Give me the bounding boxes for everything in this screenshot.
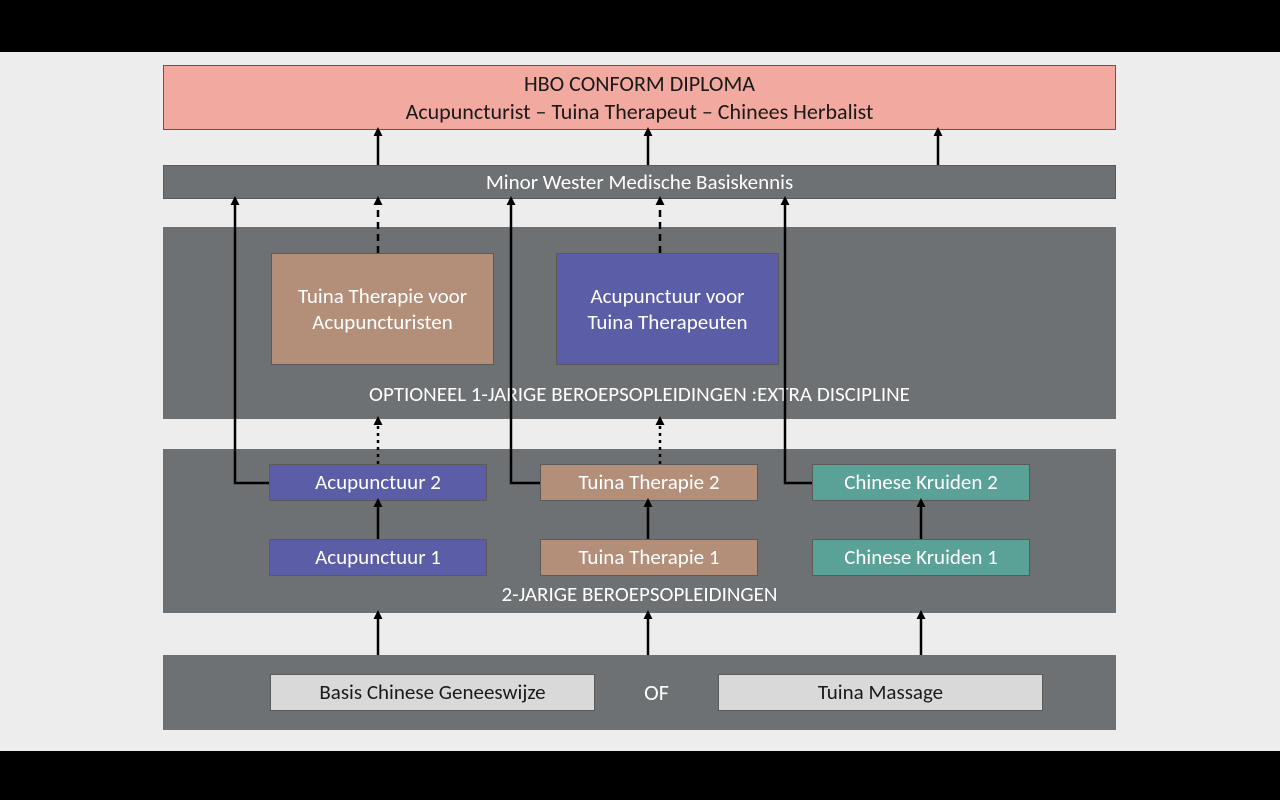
box-acupunctuur-for-tuina-label: Acupunctuur voor Tuina Therapeuten [571,283,764,336]
box-tuina-therapie-2: Tuina Therapie 2 [540,464,758,501]
box-chinese-kruiden-2: Chinese Kruiden 2 [812,464,1030,501]
box-basis-chinese-geneeswijze: Basis Chinese Geneeswijze [270,674,595,711]
minor-bar-label: Minor Wester Medische Basiskennis [486,169,793,195]
box-tuina-therapie-1-label: Tuina Therapie 1 [579,544,720,570]
box-chinese-kruiden-1: Chinese Kruiden 1 [812,539,1030,576]
box-basis-chinese-label: Basis Chinese Geneeswijze [319,679,545,705]
diploma-box: HBO CONFORM DIPLOMA Acupuncturist – Tuin… [163,65,1116,130]
box-acupunctuur-1: Acupunctuur 1 [269,539,487,576]
box-acupunctuur-2: Acupunctuur 2 [269,464,487,501]
box-chinese-kruiden-1-label: Chinese Kruiden 1 [844,544,998,570]
box-tuina-for-acupuncturists: Tuina Therapie voor Acupuncturisten [271,253,494,365]
box-tuina-therapie-1: Tuina Therapie 1 [540,539,758,576]
diagram-canvas: HBO CONFORM DIPLOMA Acupuncturist – Tuin… [0,52,1280,751]
box-acupunctuur-for-tuina: Acupunctuur voor Tuina Therapeuten [556,253,779,365]
box-tuina-massage: Tuina Massage [718,674,1043,711]
box-acupunctuur-1-label: Acupunctuur 1 [315,544,441,570]
diploma-subtitle: Acupuncturist – Tuina Therapeut – Chinee… [406,98,874,126]
of-label: OF [627,679,687,706]
box-chinese-kruiden-2-label: Chinese Kruiden 2 [844,469,998,495]
minor-bar: Minor Wester Medische Basiskennis [163,165,1116,199]
optional-panel-caption: OPTIONEEL 1-JARIGE BEROEPSOPLEIDINGEN :E… [163,381,1116,407]
two-year-panel-caption: 2-JARIGE BEROEPSOPLEIDINGEN [163,581,1116,607]
box-acupunctuur-2-label: Acupunctuur 2 [315,469,441,495]
box-tuina-for-acupuncturists-label: Tuina Therapie voor Acupuncturisten [286,283,479,336]
box-tuina-massage-label: Tuina Massage [818,679,943,705]
box-tuina-therapie-2-label: Tuina Therapie 2 [579,469,720,495]
diploma-title: HBO CONFORM DIPLOMA [406,70,874,98]
